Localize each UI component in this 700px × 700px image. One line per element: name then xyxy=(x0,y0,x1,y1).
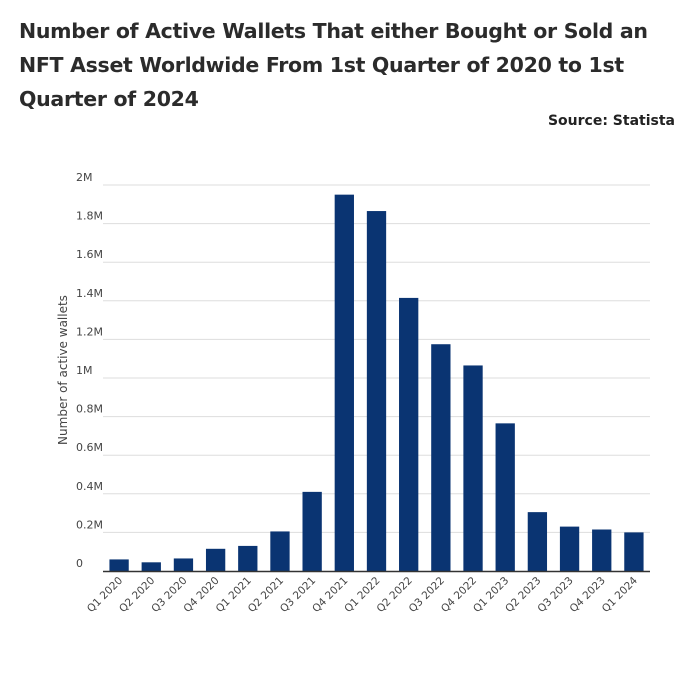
bar xyxy=(592,529,612,571)
y-tick-label: 0.8M xyxy=(76,403,103,416)
y-tick-label: 1.6M xyxy=(76,248,103,261)
bar xyxy=(366,211,387,571)
bar xyxy=(173,558,194,571)
y-tick-label: 1.4M xyxy=(76,287,103,300)
chart-source: Source: Statista xyxy=(547,113,675,129)
y-tick-label: 0 xyxy=(76,557,83,570)
y-tick-label: 2M xyxy=(76,171,93,184)
y-axis-title: Number of active wallets xyxy=(56,295,70,445)
y-tick-label: 1M xyxy=(76,364,93,377)
bar xyxy=(463,365,483,571)
y-tick-labels: 0 0.2M 0.4M 0.6M 0.8M 1M 1.2M 1.4M 1.6M 1.8M 2M xyxy=(76,171,103,570)
y-tick-label: 1.8M xyxy=(76,210,103,223)
y-tick-label: 0.6M xyxy=(76,441,103,454)
bar xyxy=(238,545,258,571)
bar xyxy=(495,423,515,571)
x-tick-label: Q1 2024 xyxy=(600,574,641,615)
bar xyxy=(527,512,548,571)
bar xyxy=(624,532,644,571)
bar xyxy=(302,491,322,571)
bar xyxy=(559,526,580,571)
y-tick-label: 1.2M xyxy=(76,325,103,338)
bar xyxy=(141,562,161,571)
bars xyxy=(109,194,644,571)
bar xyxy=(399,297,419,571)
y-tick-label: 0.4M xyxy=(76,480,103,493)
y-tick-label: 0.2M xyxy=(76,518,103,531)
bar xyxy=(109,559,129,571)
bar xyxy=(270,531,290,571)
bar xyxy=(205,548,226,571)
chart-title: Number of Active Wallets That either Bou… xyxy=(19,19,648,111)
bar xyxy=(334,194,354,571)
bar xyxy=(431,344,451,571)
